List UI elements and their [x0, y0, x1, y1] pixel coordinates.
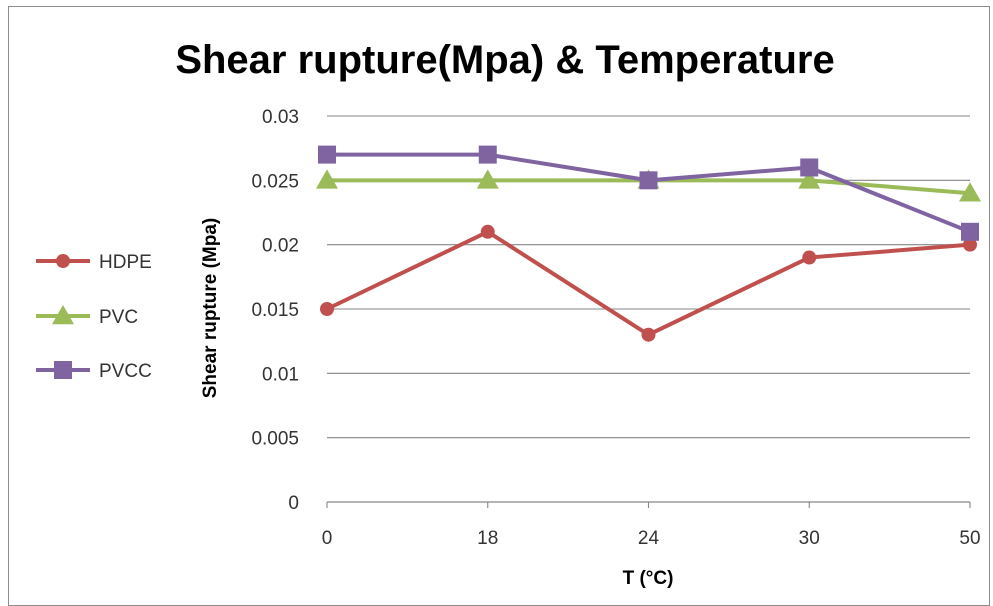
legend-item-pvcc: PVCC	[36, 361, 152, 382]
y-tick-label: 0.025	[251, 171, 299, 192]
data-point-pvc	[798, 169, 821, 189]
data-point-hdpe	[641, 327, 656, 342]
series-line-hdpe	[326, 229, 971, 337]
data-point-pvcc	[318, 145, 336, 164]
data-point-pvcc	[639, 171, 658, 190]
y-tick-label: 0.02	[262, 236, 299, 257]
legend-item-pvc: PVC	[36, 305, 138, 328]
series-group	[316, 145, 981, 342]
x-tick-label: 0	[322, 528, 333, 549]
data-point-hdpe	[480, 224, 495, 239]
legend-label-pvcc: PVCC	[99, 361, 152, 382]
series-line-pvcc	[327, 152, 971, 234]
data-point-pvc	[316, 169, 338, 189]
x-tick-label: 30	[799, 528, 820, 549]
y-axis-ticks: 0 0.005 0.01 0.015 0.02 0.025 0.03	[251, 107, 299, 514]
legend-marker-pvcc	[54, 361, 72, 379]
legend-marker-hdpe	[56, 254, 70, 268]
data-point-pvcc	[961, 222, 979, 241]
chart-title: Shear rupture(Mpa) & Temperature	[175, 38, 834, 82]
legend-marker-pvc	[52, 305, 74, 325]
y-tick-label: 0.01	[262, 364, 299, 385]
y-tick-label: 0.015	[251, 300, 299, 321]
chart-frame	[8, 6, 990, 606]
data-point-pvcc	[800, 158, 819, 177]
data-point-hdpe	[963, 237, 977, 252]
legend-label-hdpe: HDPE	[99, 252, 152, 273]
data-point-pvc	[476, 169, 499, 189]
x-axis-label: T (°C)	[623, 568, 674, 589]
x-axis-ticks: 0 18 24 30 50	[322, 502, 981, 549]
legend: HDPE PVC PVCC	[36, 252, 152, 382]
y-axis-label: Shear rupture (Mpa)	[200, 218, 221, 399]
series-pvcc	[318, 145, 979, 241]
x-tick-label: 50	[959, 528, 980, 549]
x-tick-label: 18	[477, 528, 498, 549]
y-tick-label: 0.005	[251, 429, 299, 450]
legend-item-hdpe: HDPE	[36, 252, 152, 273]
data-point-hdpe	[802, 250, 817, 265]
series-hdpe	[320, 224, 977, 342]
legend-label-pvc: PVC	[99, 307, 138, 328]
y-tick-label: 0	[288, 493, 299, 514]
gridlines	[327, 115, 970, 439]
data-point-hdpe	[320, 302, 334, 316]
x-tick-label: 24	[638, 528, 660, 549]
data-point-pvcc	[478, 145, 497, 164]
line-chart: Shear rupture(Mpa) & Temperature 00.0050…	[36, 38, 981, 589]
data-point-pvc	[959, 182, 981, 202]
y-tick-label: 0.03	[262, 107, 299, 128]
